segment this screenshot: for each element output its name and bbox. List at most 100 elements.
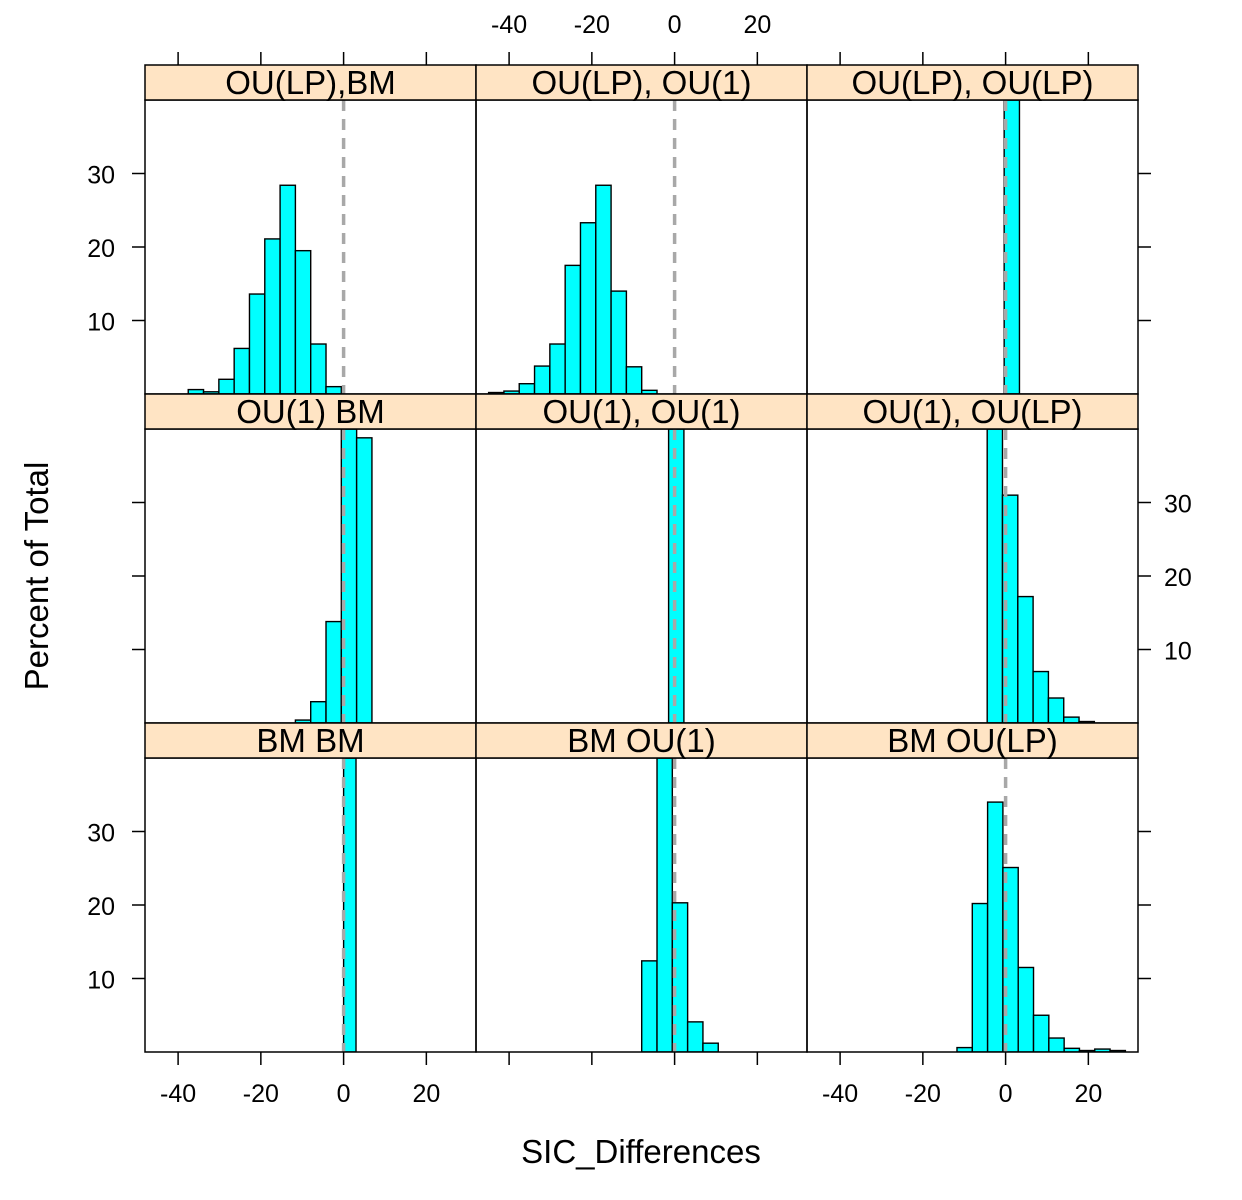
histogram-bar — [310, 700, 327, 723]
histogram-bar — [656, 758, 674, 1052]
panel-border — [475, 428, 808, 724]
strip-label: OU(1) BM — [236, 393, 385, 430]
panel-strip — [806, 64, 1139, 101]
panel-9: BM OU(LP) -40 -20 0 20 — [806, 722, 1151, 1108]
panel-bars — [342, 758, 357, 1052]
panel-strip — [475, 393, 808, 430]
panel-3: OU(LP), OU(LP) — [806, 52, 1151, 395]
strip-label: BM OU(LP) — [887, 722, 1058, 759]
panel-strip — [144, 393, 477, 430]
histogram-bar — [986, 801, 1004, 1052]
histogram-bar — [355, 437, 373, 723]
histogram-bar — [986, 429, 1004, 723]
strip-label: OU(1), OU(LP) — [862, 393, 1082, 430]
histogram-bar — [686, 1021, 704, 1052]
histogram-bar — [533, 365, 551, 394]
strip-label: OU(1), OU(1) — [543, 393, 741, 430]
panel-border — [475, 99, 808, 395]
panel-bars — [294, 429, 373, 723]
histogram-bar — [1048, 1037, 1065, 1052]
histogram-bar — [279, 184, 297, 394]
y-tick-label: 20 — [87, 893, 115, 921]
x-tick-label: 20 — [1074, 1080, 1102, 1108]
histogram-bar — [264, 238, 281, 394]
panel-1: OU(LP),BM 10 20 30 — [87, 52, 477, 395]
x-tick-label: -20 — [243, 1080, 279, 1108]
histogram-bar — [595, 184, 612, 394]
histogram-bar — [610, 290, 628, 394]
histogram-bar — [667, 429, 685, 723]
histogram-bar — [1063, 716, 1080, 723]
panel-bars — [641, 758, 719, 1052]
histogram-bar — [518, 383, 536, 394]
histogram-bar — [1047, 697, 1065, 723]
panel-strip — [806, 393, 1139, 430]
strip-label: BM OU(1) — [567, 722, 716, 759]
panel-4: OU(1) BM — [132, 393, 477, 724]
y-tick-label: 20 — [87, 235, 115, 263]
histogram-bar — [549, 343, 566, 394]
x-tick-label: 20 — [412, 1080, 440, 1108]
histogram-bar — [641, 389, 658, 394]
y-tick-label: 20 — [1164, 564, 1192, 592]
x-tick-label: 20 — [743, 11, 771, 39]
strip-label: BM BM — [256, 722, 364, 759]
histogram-bar — [325, 620, 343, 723]
histogram-bar — [1032, 1014, 1050, 1052]
panel-border — [806, 428, 1139, 724]
panel-5: OU(1), OU(1) — [475, 393, 808, 724]
histogram-bar — [1017, 595, 1034, 723]
histogram-bar — [342, 758, 357, 1052]
panel-bars — [667, 429, 685, 723]
histogram-bar — [579, 222, 597, 394]
y-tick-label: 10 — [1164, 638, 1192, 666]
panel-8: BM OU(1) — [475, 722, 808, 1065]
panel-strip — [475, 722, 808, 759]
histogram-bar — [1017, 966, 1035, 1052]
panel-bars — [956, 801, 1127, 1052]
histogram-bar — [1003, 100, 1021, 394]
panel-bars — [487, 184, 658, 394]
x-tick-label: -20 — [574, 11, 610, 39]
panel-strip — [144, 64, 477, 101]
histogram-bar — [702, 1042, 719, 1052]
histogram-bar — [233, 347, 251, 394]
strip-label: OU(LP),BM — [225, 64, 396, 101]
panel-6: OU(1), OU(LP) 10 20 30 — [806, 393, 1192, 724]
panel-7: BM BM 10 20 30 -40 -20 0 20 — [87, 722, 477, 1108]
y-tick-label: 30 — [87, 820, 115, 848]
histogram-bar — [310, 343, 327, 394]
y-tick-label: 30 — [87, 162, 115, 190]
histogram-bar — [564, 264, 582, 394]
x-tick-label: 0 — [668, 11, 682, 39]
panel-bars — [1003, 100, 1021, 394]
panel-2: OU(LP), OU(1)-40 -20 0 20 — [475, 11, 808, 395]
x-tick-label: 0 — [337, 1080, 351, 1108]
x-tick-label: -40 — [491, 11, 527, 39]
x-tick-label: -20 — [905, 1080, 941, 1108]
histogram-bar — [625, 366, 643, 394]
histogram-bar — [294, 249, 312, 394]
y-tick-label: 10 — [87, 967, 115, 995]
panel-border — [144, 428, 477, 724]
histogram-bar — [971, 902, 989, 1052]
y-tick-label: 30 — [1164, 491, 1192, 519]
panel-strip — [475, 64, 808, 101]
histogram-bar — [248, 293, 266, 394]
strip-label: OU(LP), OU(1) — [531, 64, 751, 101]
panel-bars — [187, 184, 343, 394]
x-axis-title: SIC_Differences — [521, 1133, 761, 1170]
histogram-bar — [218, 378, 235, 394]
histogram-bar — [1032, 670, 1050, 723]
x-tick-label: -40 — [822, 1080, 858, 1108]
strip-label: OU(LP), OU(LP) — [851, 64, 1093, 101]
x-tick-label: 0 — [999, 1080, 1013, 1108]
panel-border — [144, 757, 477, 1053]
x-tick-label: -40 — [160, 1080, 196, 1108]
panel-strip — [806, 722, 1139, 759]
y-axis-title: Percent of Total — [18, 462, 55, 691]
panel-border — [806, 99, 1139, 395]
y-tick-label: 10 — [87, 309, 115, 337]
histogram-bar — [641, 960, 658, 1052]
